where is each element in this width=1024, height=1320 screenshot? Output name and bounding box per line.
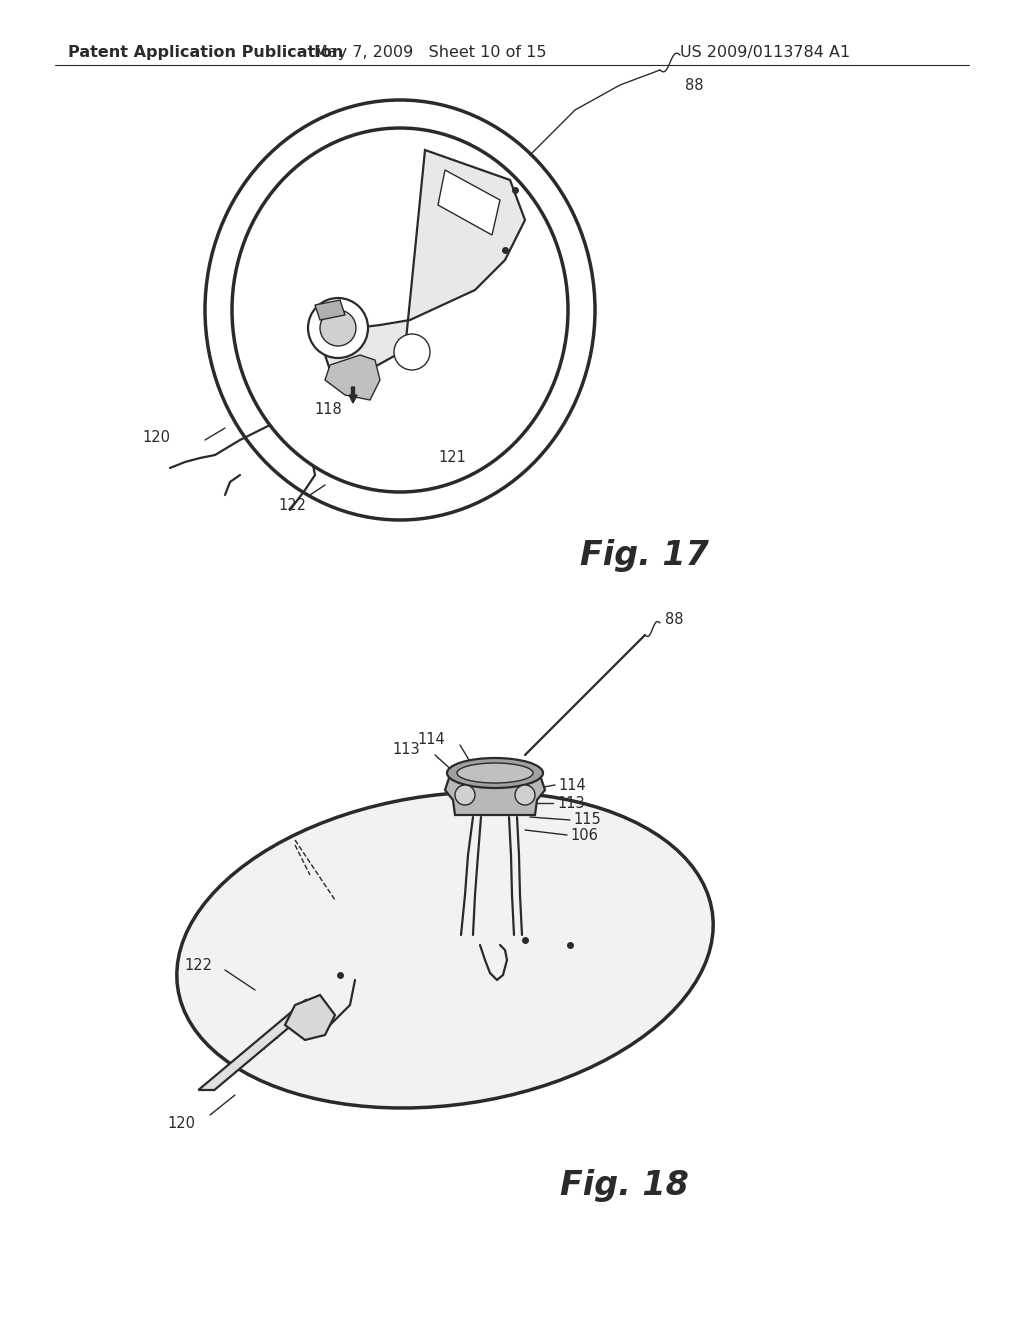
Ellipse shape xyxy=(447,758,543,788)
Polygon shape xyxy=(438,170,500,235)
Text: Patent Application Publication: Patent Application Publication xyxy=(68,45,343,59)
Polygon shape xyxy=(199,1001,322,1090)
Text: May 7, 2009   Sheet 10 of 15: May 7, 2009 Sheet 10 of 15 xyxy=(313,45,546,59)
Polygon shape xyxy=(285,995,335,1040)
Polygon shape xyxy=(319,150,525,375)
Text: 88: 88 xyxy=(685,78,703,92)
Ellipse shape xyxy=(308,298,368,358)
Polygon shape xyxy=(325,355,380,400)
Text: 122: 122 xyxy=(184,957,212,973)
Text: 122: 122 xyxy=(278,498,306,512)
Text: 88: 88 xyxy=(665,612,683,627)
Text: Fig. 17: Fig. 17 xyxy=(580,539,709,572)
Text: 120: 120 xyxy=(167,1115,195,1130)
Ellipse shape xyxy=(319,310,356,346)
Text: 113: 113 xyxy=(557,796,585,810)
Text: 106: 106 xyxy=(570,828,598,842)
Text: 114: 114 xyxy=(558,777,586,792)
Ellipse shape xyxy=(205,100,595,520)
Text: 121: 121 xyxy=(438,450,466,466)
Text: 114: 114 xyxy=(417,733,445,747)
Ellipse shape xyxy=(232,128,568,492)
Ellipse shape xyxy=(394,334,430,370)
Text: 120: 120 xyxy=(142,430,170,446)
Polygon shape xyxy=(177,792,713,1107)
Ellipse shape xyxy=(457,763,534,783)
Polygon shape xyxy=(445,775,545,814)
Ellipse shape xyxy=(455,785,475,805)
Text: US 2009/0113784 A1: US 2009/0113784 A1 xyxy=(680,45,850,59)
Text: Fig. 18: Fig. 18 xyxy=(560,1168,689,1201)
Ellipse shape xyxy=(515,785,535,805)
Text: 115: 115 xyxy=(573,813,601,828)
FancyArrow shape xyxy=(349,387,357,403)
Text: 113: 113 xyxy=(392,742,420,758)
Text: 118: 118 xyxy=(314,403,342,417)
Polygon shape xyxy=(315,300,345,319)
